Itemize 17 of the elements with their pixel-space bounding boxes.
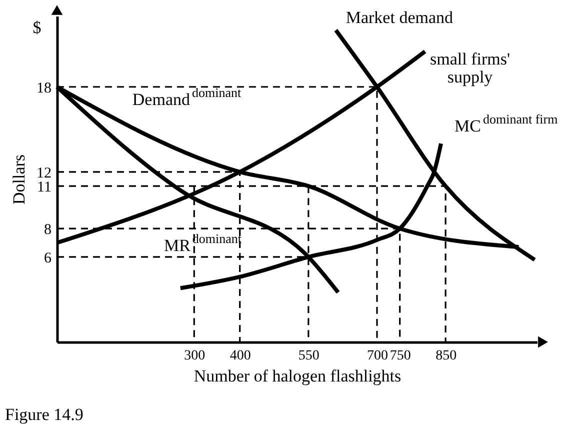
series-label: Market demand [346, 8, 454, 28]
x-tick-label: 850 [436, 348, 457, 364]
y-tick-label: 18 [36, 80, 52, 96]
x-tick-label: 700 [367, 348, 388, 364]
y-tick-label: 6 [44, 250, 52, 266]
y-tick-label: 8 [44, 222, 52, 238]
x-tick-label: 300 [184, 348, 206, 364]
x-tick-label: 550 [298, 348, 320, 364]
series-label: small firms' supply [430, 49, 510, 86]
caption: Figure 14.9 [5, 405, 84, 424]
x-axis-title: Number of halogen flashlights [194, 366, 402, 386]
y-tick-label: 12 [36, 165, 52, 182]
y-tick-label: 11 [37, 180, 52, 196]
x-tick-label: 400 [230, 348, 251, 364]
y-axis-title: Dollars [10, 154, 28, 205]
text: $ [32, 18, 42, 37]
x-tick-label: 750 [390, 348, 411, 364]
